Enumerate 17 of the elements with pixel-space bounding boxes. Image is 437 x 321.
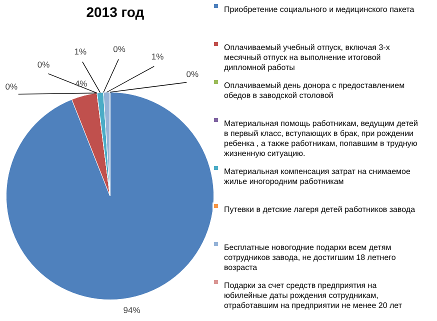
legend-label: Подарки за счет средств предприятия на юбилейные даты рождения сотрудникам, отработавшим на предприятии не менее 20 лет [224,281,402,310]
text: 0% [5,81,18,92]
data-label: 1% [151,51,164,62]
legend-label: Материальная помощь работникам, ведущим детей в первый класс, вступающих в брак, при рождении ребенка , а также работникам, попавшим в трудную жизненную ситуацию. [224,119,418,158]
legend-label: Оплачиваемый день донора с предоставлением обедов в заводской столовой [224,81,405,100]
data-label: 94% [123,305,141,316]
legend-label: Бесплатные новогодние подарки всем детям сотрудников завода, не достигшим 18 летнего возраста [224,243,396,272]
text: 0% [186,68,199,79]
legend-label: Оплачиваемый учебный отпуск, включая 3-х месячный отпуск на выполнение итоговой дипломной работы [224,43,390,72]
text: 0% [113,44,126,54]
legend-label: Приобретение социального и медицинского пакета [224,5,415,14]
text: 0% [37,59,50,70]
data-label: 1% [74,46,87,57]
legend-label: Путевки в детские лагеря детей работников завода [224,205,416,214]
legend-label: Материальная компенсация затрат на снимаемое жилье иногородним работникам [224,167,412,186]
data-label: 4% [74,78,88,88]
chart-title: 2013 год [86,4,144,20]
